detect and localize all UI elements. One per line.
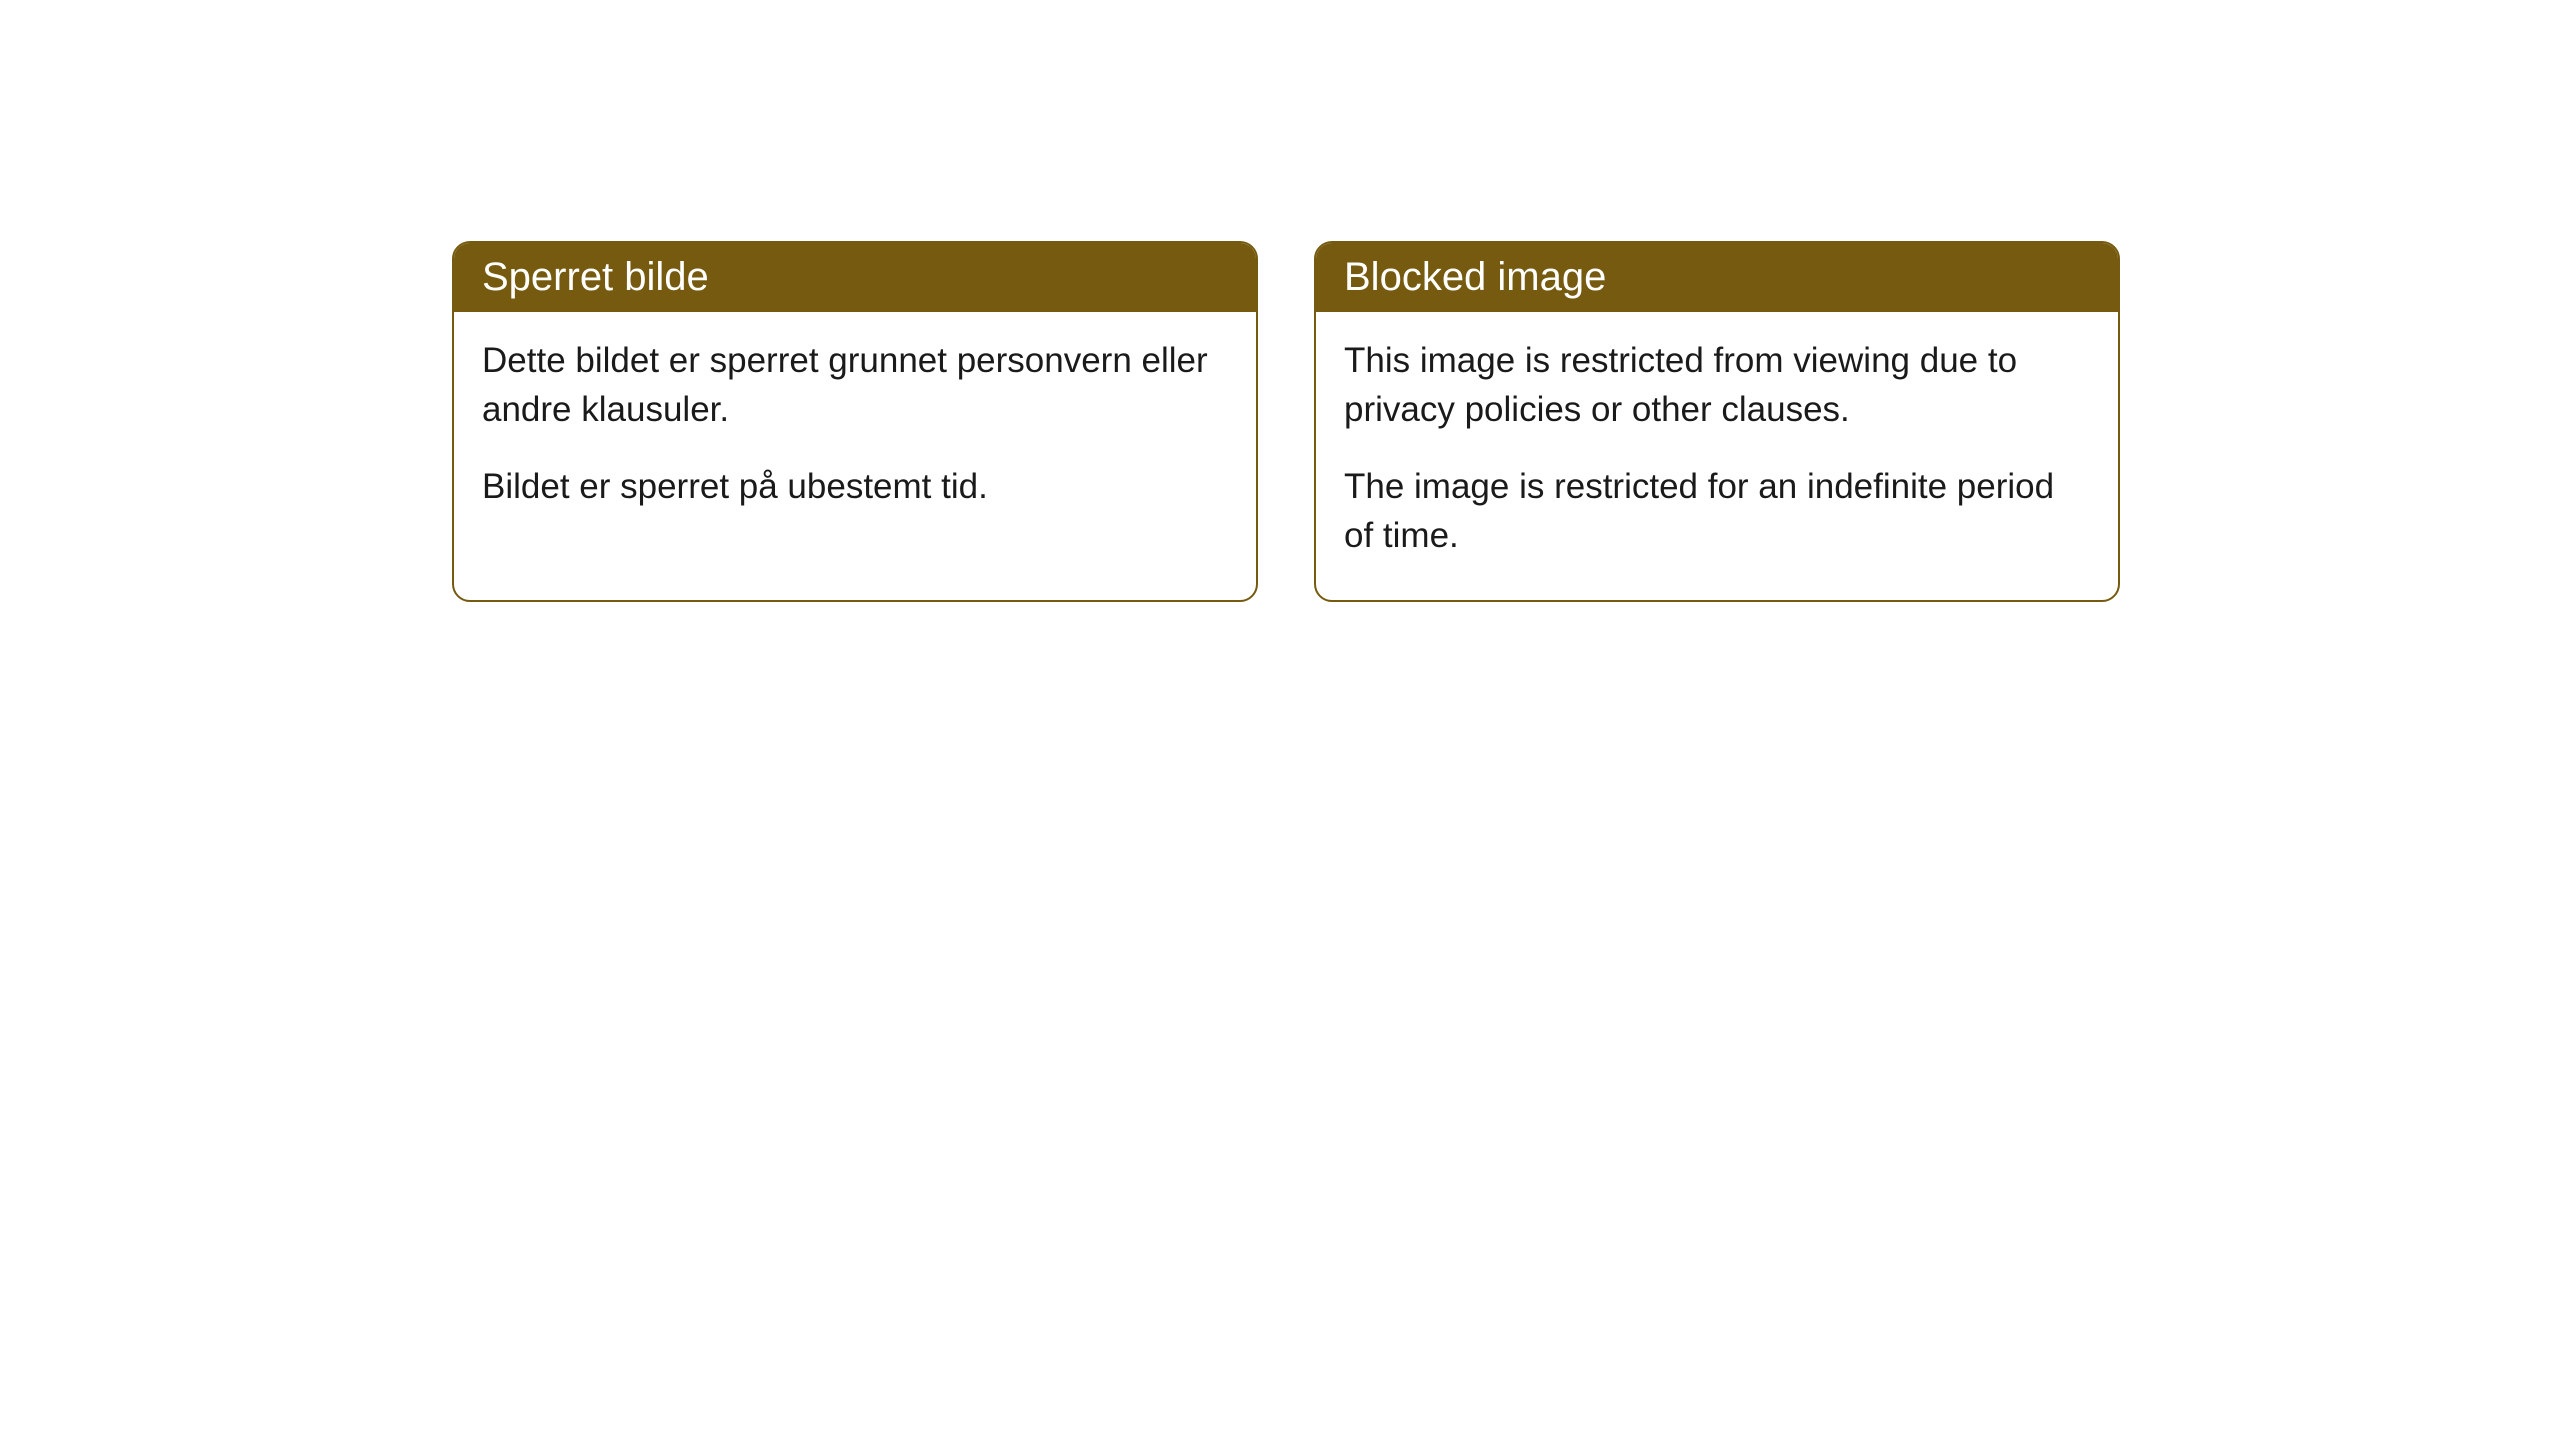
notice-header-english: Blocked image bbox=[1316, 243, 2118, 312]
notice-paragraph: The image is restricted for an indefinit… bbox=[1344, 462, 2090, 560]
notice-paragraph: This image is restricted from viewing du… bbox=[1344, 336, 2090, 434]
notice-card-norwegian: Sperret bilde Dette bildet er sperret gr… bbox=[452, 241, 1258, 602]
notice-paragraph: Dette bildet er sperret grunnet personve… bbox=[482, 336, 1228, 434]
notice-body-english: This image is restricted from viewing du… bbox=[1316, 312, 2118, 600]
notice-container: Sperret bilde Dette bildet er sperret gr… bbox=[452, 241, 2120, 602]
notice-paragraph: Bildet er sperret på ubestemt tid. bbox=[482, 462, 1228, 511]
notice-body-norwegian: Dette bildet er sperret grunnet personve… bbox=[454, 312, 1256, 551]
notice-header-norwegian: Sperret bilde bbox=[454, 243, 1256, 312]
notice-card-english: Blocked image This image is restricted f… bbox=[1314, 241, 2120, 602]
notice-title: Blocked image bbox=[1344, 255, 1606, 299]
notice-title: Sperret bilde bbox=[482, 255, 709, 299]
